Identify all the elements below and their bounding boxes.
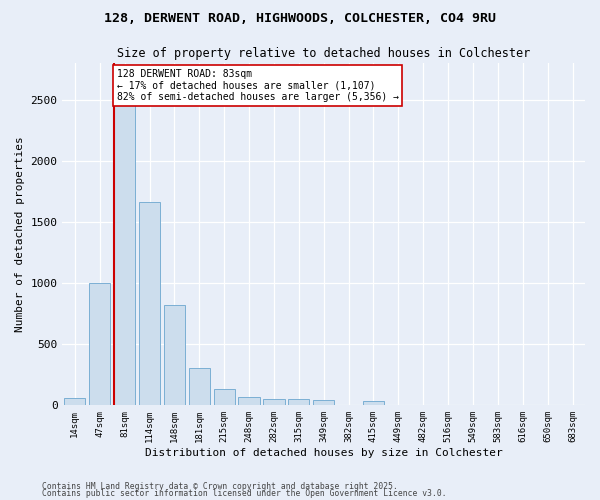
Bar bbox=[363, 400, 384, 405]
X-axis label: Distribution of detached houses by size in Colchester: Distribution of detached houses by size … bbox=[145, 448, 503, 458]
Bar bbox=[89, 283, 110, 405]
Text: 128 DERWENT ROAD: 83sqm
← 17% of detached houses are smaller (1,107)
82% of semi: 128 DERWENT ROAD: 83sqm ← 17% of detache… bbox=[116, 69, 398, 102]
Text: 128, DERWENT ROAD, HIGHWOODS, COLCHESTER, CO4 9RU: 128, DERWENT ROAD, HIGHWOODS, COLCHESTER… bbox=[104, 12, 496, 26]
Bar bbox=[189, 368, 210, 405]
Text: Contains HM Land Registry data © Crown copyright and database right 2025.: Contains HM Land Registry data © Crown c… bbox=[42, 482, 398, 491]
Bar bbox=[214, 389, 235, 405]
Text: Contains public sector information licensed under the Open Government Licence v3: Contains public sector information licen… bbox=[42, 490, 446, 498]
Bar bbox=[164, 304, 185, 405]
Bar bbox=[288, 400, 310, 405]
Title: Size of property relative to detached houses in Colchester: Size of property relative to detached ho… bbox=[117, 48, 530, 60]
Bar bbox=[313, 400, 334, 405]
Bar bbox=[263, 398, 284, 405]
Y-axis label: Number of detached properties: Number of detached properties bbox=[15, 136, 25, 332]
Bar bbox=[114, 101, 135, 405]
Bar bbox=[139, 202, 160, 405]
Bar bbox=[64, 398, 85, 405]
Bar bbox=[238, 397, 260, 405]
